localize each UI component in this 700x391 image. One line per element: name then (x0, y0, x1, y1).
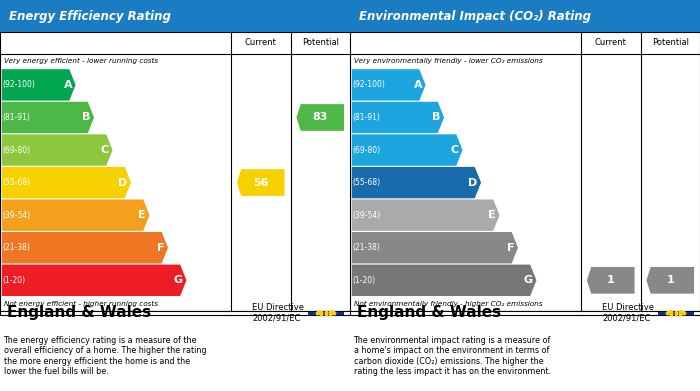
Polygon shape (647, 267, 694, 294)
Text: D: D (118, 178, 127, 188)
Polygon shape (351, 232, 518, 264)
Text: E: E (489, 210, 496, 220)
Polygon shape (351, 69, 426, 100)
Text: England & Wales: England & Wales (357, 305, 501, 320)
Text: C: C (101, 145, 109, 155)
Text: (21-38): (21-38) (353, 243, 381, 252)
Text: Not energy efficient - higher running costs: Not energy efficient - higher running co… (4, 301, 158, 307)
Text: B: B (82, 113, 90, 122)
Polygon shape (237, 169, 284, 196)
Polygon shape (1, 232, 168, 264)
Text: Not environmentally friendly - higher CO₂ emissions: Not environmentally friendly - higher CO… (354, 301, 542, 307)
Text: EU Directive
2002/91/EC: EU Directive 2002/91/EC (252, 303, 304, 323)
Text: A: A (414, 80, 422, 90)
Text: Current: Current (245, 38, 276, 47)
Text: F: F (507, 243, 514, 253)
Text: (55-68): (55-68) (3, 178, 31, 187)
Text: Potential: Potential (302, 38, 339, 47)
Text: The environmental impact rating is a measure of
a home's impact on the environme: The environmental impact rating is a mea… (354, 336, 551, 376)
Text: The energy efficiency rating is a measure of the
overall efficiency of a home. T: The energy efficiency rating is a measur… (4, 336, 206, 376)
Bar (0, 32, 350, 311)
Polygon shape (1, 102, 94, 133)
Text: F: F (157, 243, 164, 253)
Text: Environmental Impact (CO₂) Rating: Environmental Impact (CO₂) Rating (358, 9, 591, 23)
Text: (21-38): (21-38) (3, 243, 31, 252)
Bar (350, 0, 700, 32)
Bar (350, 311, 700, 315)
Text: E: E (139, 210, 146, 220)
Polygon shape (1, 167, 131, 198)
Bar (350, 32, 700, 311)
Text: C: C (451, 145, 459, 155)
Bar (658, 311, 693, 315)
Text: (1-20): (1-20) (353, 276, 376, 285)
Polygon shape (587, 267, 634, 294)
Bar (308, 311, 343, 315)
Bar (0, 311, 350, 315)
Text: G: G (524, 275, 533, 285)
Text: (69-80): (69-80) (3, 145, 31, 154)
Text: G: G (174, 275, 183, 285)
Text: (39-54): (39-54) (353, 211, 381, 220)
Polygon shape (351, 265, 536, 296)
Text: D: D (468, 178, 477, 188)
Text: (81-91): (81-91) (3, 113, 31, 122)
Polygon shape (351, 199, 500, 231)
Text: (81-91): (81-91) (353, 113, 381, 122)
Polygon shape (1, 199, 150, 231)
Text: England & Wales: England & Wales (7, 305, 151, 320)
Text: (55-68): (55-68) (353, 178, 381, 187)
Polygon shape (351, 102, 444, 133)
Polygon shape (297, 104, 344, 131)
Text: 1: 1 (666, 275, 674, 285)
Text: Very energy efficient - lower running costs: Very energy efficient - lower running co… (4, 58, 158, 65)
Text: A: A (64, 80, 72, 90)
Text: Energy Efficiency Rating: Energy Efficiency Rating (8, 9, 171, 23)
Text: 83: 83 (313, 113, 328, 122)
Polygon shape (1, 135, 113, 166)
Text: Potential: Potential (652, 38, 689, 47)
Text: EU Directive
2002/91/EC: EU Directive 2002/91/EC (602, 303, 654, 323)
Polygon shape (1, 265, 186, 296)
Text: Current: Current (595, 38, 626, 47)
Text: (92-100): (92-100) (3, 81, 36, 90)
Polygon shape (351, 135, 463, 166)
Text: (69-80): (69-80) (353, 145, 381, 154)
Text: (92-100): (92-100) (353, 81, 386, 90)
Text: B: B (432, 113, 440, 122)
Text: (39-54): (39-54) (3, 211, 31, 220)
Text: Very environmentally friendly - lower CO₂ emissions: Very environmentally friendly - lower CO… (354, 58, 542, 65)
Bar (0, 0, 350, 32)
Polygon shape (1, 69, 76, 100)
Text: (1-20): (1-20) (3, 276, 26, 285)
Text: 56: 56 (253, 178, 269, 188)
Polygon shape (351, 167, 481, 198)
Text: 1: 1 (607, 275, 615, 285)
